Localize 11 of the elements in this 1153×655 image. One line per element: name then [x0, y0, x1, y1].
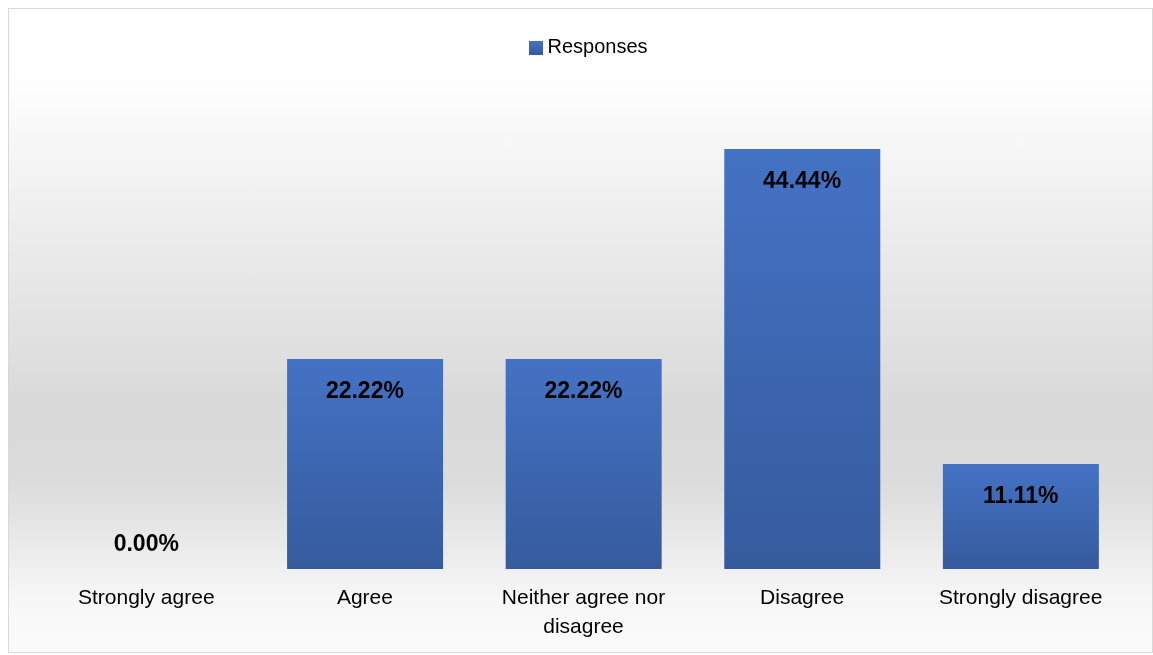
data-label: 0.00%: [113, 530, 179, 556]
x-tick-label: Neither agree nor disagree: [501, 584, 666, 637]
data-label: 22.22%: [325, 377, 404, 403]
data-label: 44.44%: [763, 167, 842, 193]
data-label: 11.11%: [982, 482, 1059, 508]
data-label: 22.22%: [544, 377, 623, 403]
x-tick-label: Agree: [336, 584, 393, 608]
legend-label: Responses: [547, 35, 648, 57]
x-tick-label: Strongly disagree: [938, 584, 1103, 608]
x-tick-label: Disagree: [760, 584, 845, 608]
x-tick-label: Strongly agree: [78, 584, 215, 608]
